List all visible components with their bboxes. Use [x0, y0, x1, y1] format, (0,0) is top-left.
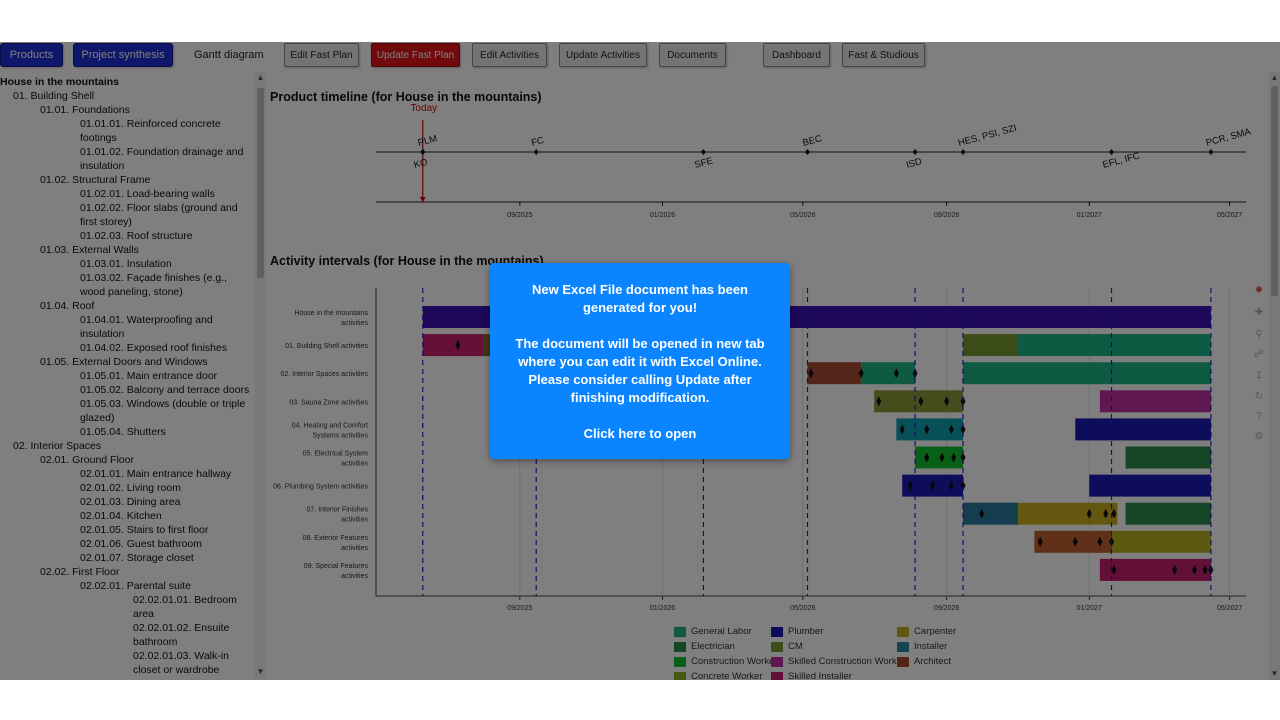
- open-document-link[interactable]: Click here to open: [583, 426, 697, 441]
- dialog-message-1: New Excel File document has been generat…: [531, 282, 748, 315]
- excel-generated-dialog: New Excel File document has been generat…: [490, 263, 790, 459]
- application: Products Project synthesis Gantt diagram…: [0, 42, 1280, 680]
- dialog-message-2: The document will be opened in new tab w…: [515, 336, 765, 405]
